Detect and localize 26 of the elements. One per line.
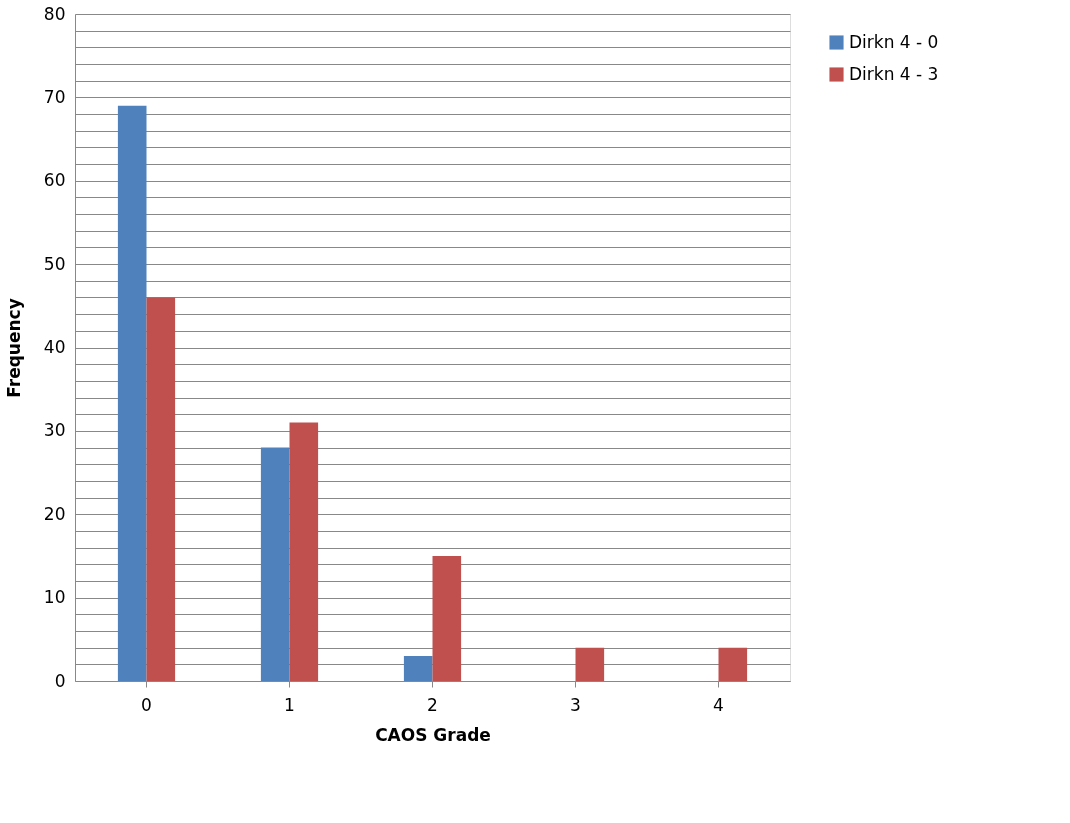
bar <box>117 105 147 681</box>
y-tick-label: 10 <box>43 587 66 608</box>
bar <box>432 555 462 681</box>
bar <box>146 297 176 681</box>
legend-label: Dirkn 4 - 3 <box>849 63 939 84</box>
legend-label: Dirkn 4 - 0 <box>849 31 939 52</box>
y-tick-label: 0 <box>54 670 66 691</box>
y-tick-label: 30 <box>43 420 66 441</box>
x-axis-title: CAOS Grade <box>375 724 491 745</box>
x-tick-label: 4 <box>713 694 724 715</box>
y-tick-label: 40 <box>43 337 66 357</box>
bar <box>260 447 290 681</box>
y-tick-label: 80 <box>43 3 66 24</box>
bar <box>289 422 319 681</box>
x-tick-label: 3 <box>570 694 581 715</box>
x-tick-label: 2 <box>427 694 438 715</box>
y-tick-label: 60 <box>43 170 66 191</box>
bar <box>575 647 605 681</box>
y-tick-label: 50 <box>43 253 66 274</box>
y-tick-label: 20 <box>43 503 66 524</box>
bar <box>718 647 748 681</box>
x-tick-label: 1 <box>284 694 295 715</box>
x-tick-label: 0 <box>141 694 152 715</box>
y-axis-title: Frequency <box>3 298 24 398</box>
bar <box>403 655 433 681</box>
y-tick-label: 70 <box>43 86 66 107</box>
